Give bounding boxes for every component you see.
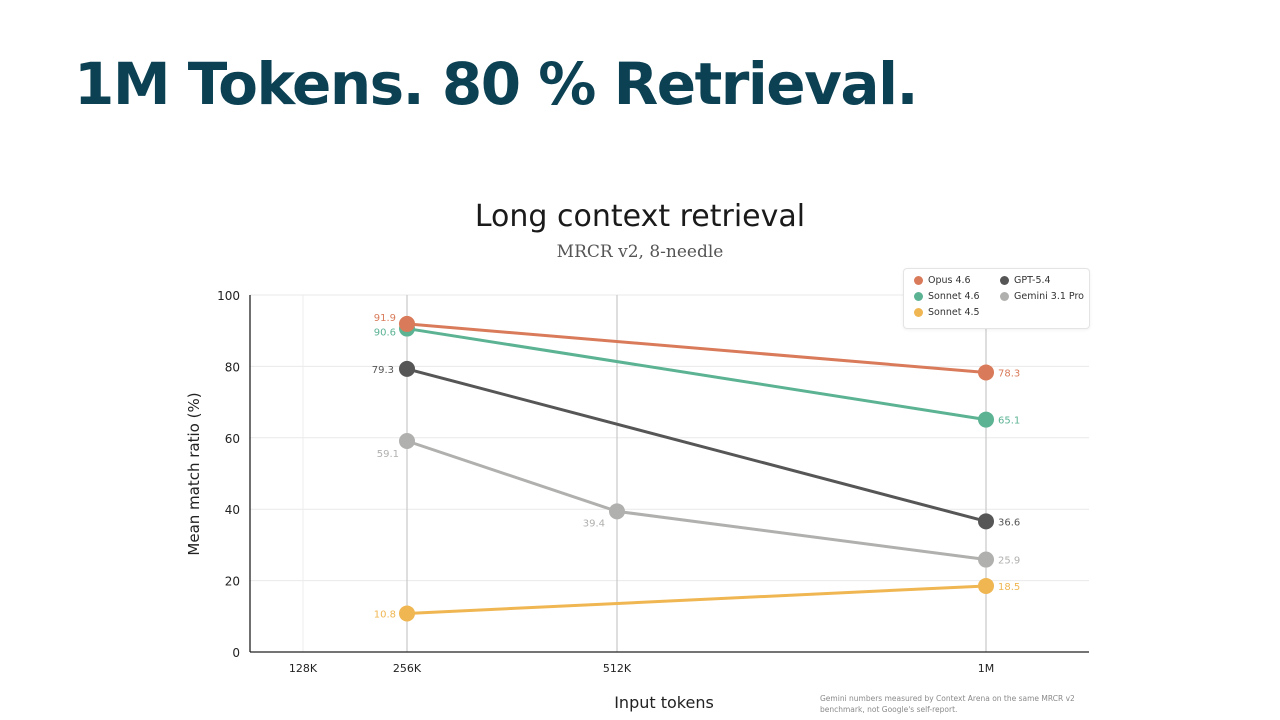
x-tick-label: 128K [289, 662, 318, 675]
x-tick-label: 1M [978, 662, 995, 675]
legend-label: Sonnet 4.6 [928, 291, 980, 302]
y-axis-label: Mean match ratio (%) [185, 392, 203, 555]
footnote: Gemini numbers measured by Context Arena… [820, 694, 1075, 714]
legend-swatch [914, 308, 923, 317]
data-point-gemini-3-1-pro [978, 551, 994, 568]
data-label-gemini-3-1-pro: 59.1 [377, 449, 399, 460]
legend-swatch [914, 276, 923, 285]
legend-item-opus-4-6: Opus 4.6 [914, 275, 971, 286]
data-point-gpt-5-4 [399, 360, 415, 377]
data-label-sonnet-4-6: 65.1 [998, 416, 1020, 427]
data-point-gemini-3-1-pro [609, 503, 625, 520]
y-tick-label: 40 [225, 503, 240, 517]
x-axis-label: Input tokens [614, 693, 714, 712]
data-label-gpt-5-4: 79.3 [372, 365, 394, 376]
x-tick-label: 512K [603, 662, 632, 675]
data-label-gemini-3-1-pro: 39.4 [583, 518, 605, 529]
data-point-opus-4-6 [978, 364, 994, 381]
legend-swatch [914, 292, 923, 301]
y-tick-label: 0 [232, 646, 240, 660]
data-label-sonnet-4-5: 18.5 [998, 582, 1020, 593]
series-line-gemini-3-1-pro [406, 439, 987, 562]
y-tick-label: 100 [217, 289, 240, 303]
legend-label: Opus 4.6 [928, 275, 971, 286]
chart-title: Long context retrieval [475, 199, 805, 234]
slide-title: 1M Tokens. 80 % Retrieval. [74, 50, 918, 118]
data-point-sonnet-4-6 [978, 411, 994, 428]
legend-item-gemini-3-1-pro: Gemini 3.1 Pro [1000, 291, 1084, 302]
series-line-opus-4-6 [406, 322, 987, 374]
chart-subtitle: MRCR v2, 8-needle [557, 242, 724, 262]
y-tick-label: 80 [225, 360, 240, 374]
data-point-gemini-3-1-pro [399, 433, 415, 450]
y-tick-label: 20 [225, 575, 240, 589]
legend-label: GPT-5.4 [1014, 275, 1051, 286]
series-line-sonnet-4-6 [406, 327, 987, 422]
legend-swatch [1000, 292, 1009, 301]
data-point-sonnet-4-5 [399, 605, 415, 622]
legend-swatch [1000, 276, 1009, 285]
data-label-gpt-5-4: 36.6 [998, 517, 1020, 528]
data-label-opus-4-6: 78.3 [998, 368, 1020, 379]
series-line-gpt-5-4 [406, 367, 987, 523]
y-tick-label: 60 [225, 432, 240, 446]
data-label-sonnet-4-6: 90.6 [374, 328, 396, 339]
data-point-opus-4-6 [399, 315, 415, 332]
legend-label: Sonnet 4.5 [928, 307, 980, 318]
series-line-sonnet-4-5 [406, 584, 987, 615]
x-tick-label: 256K [393, 662, 422, 675]
legend-item-sonnet-4-5: Sonnet 4.5 [914, 307, 980, 318]
data-label-sonnet-4-5: 10.8 [374, 609, 396, 620]
data-point-sonnet-4-5 [978, 577, 994, 594]
legend-item-sonnet-4-6: Sonnet 4.6 [914, 291, 980, 302]
data-label-opus-4-6: 91.9 [374, 313, 396, 324]
data-point-gpt-5-4 [978, 513, 994, 530]
data-label-gemini-3-1-pro: 25.9 [998, 556, 1020, 567]
legend-label: Gemini 3.1 Pro [1014, 291, 1084, 302]
chart-legend: Opus 4.6 GPT-5.4 Sonnet 4.6 Gemini 3.1 Pro S… [903, 268, 1090, 329]
legend-item-gpt-5-4: GPT-5.4 [1000, 275, 1051, 286]
